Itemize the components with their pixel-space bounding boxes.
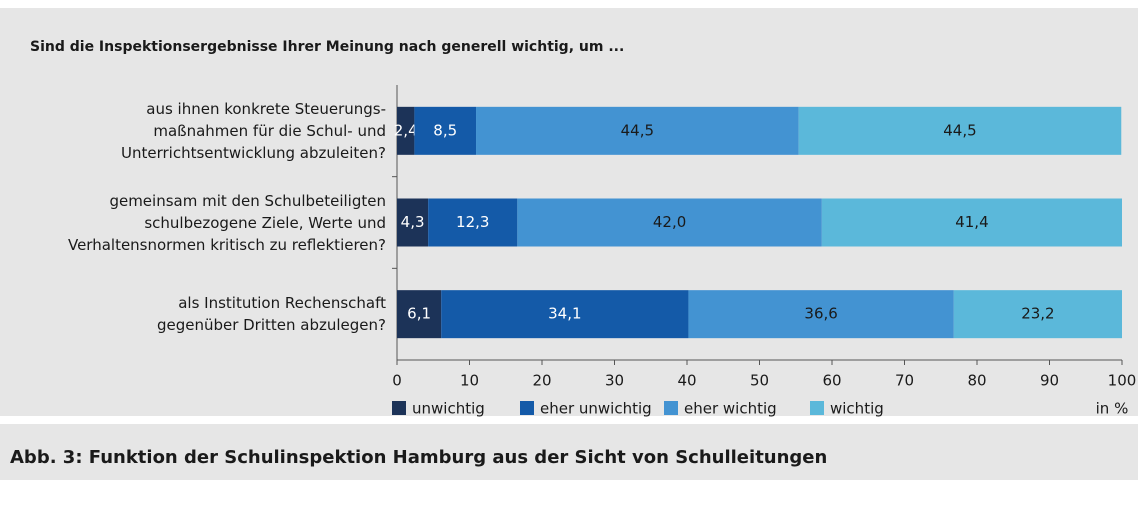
bar-segment	[441, 290, 689, 339]
bar-segment	[798, 106, 1122, 155]
bar-segment	[414, 106, 477, 155]
data-label: 41,4	[955, 213, 988, 231]
bar-segment	[397, 290, 442, 339]
data-label: 8,5	[433, 121, 457, 139]
x-tick-label: 60	[822, 372, 841, 390]
x-tick-label: 70	[895, 372, 914, 390]
bar-segment	[397, 198, 429, 247]
x-tick-label: 100	[1108, 372, 1137, 390]
data-label: 4,3	[401, 213, 425, 231]
y-tick-label: aus ihnen konkrete Steuerungs- maßnahmen…	[121, 99, 386, 162]
y-tick-label: gemeinsam mit den Schulbeteiligten schul…	[67, 191, 386, 254]
x-axis-label: in %	[1096, 400, 1129, 418]
x-tick-label: 10	[460, 372, 479, 390]
data-label: 44,5	[943, 121, 976, 139]
legend-label: eher unwichtig	[540, 400, 652, 418]
x-tick-label: 50	[750, 372, 769, 390]
x-tick-label: 90	[1040, 372, 1059, 390]
legend-label: unwichtig	[412, 400, 485, 418]
x-tick-label: 20	[532, 372, 551, 390]
bar-segment	[953, 290, 1122, 339]
legend-label: wichtig	[830, 400, 884, 418]
data-label: 42,0	[653, 213, 686, 231]
legend-swatch	[664, 401, 678, 415]
data-label: 34,1	[548, 305, 581, 323]
y-tick-label: als Institution Rechenschaft gegenüber D…	[156, 294, 386, 335]
data-label: 6,1	[407, 305, 431, 323]
bar-segment	[428, 198, 518, 247]
data-label: 36,6	[804, 305, 837, 323]
bar-segment	[397, 106, 415, 155]
x-tick-label: 80	[967, 372, 986, 390]
data-label: 12,3	[456, 213, 489, 231]
data-label: 44,5	[621, 121, 654, 139]
chart-title: Sind die Inspektionsergebnisse Ihrer Mei…	[30, 39, 624, 55]
legend-label: eher wichtig	[684, 400, 777, 418]
data-label: 23,2	[1021, 305, 1054, 323]
x-tick-label: 30	[605, 372, 624, 390]
bar-segment	[821, 198, 1122, 247]
legend-swatch	[810, 401, 824, 415]
legend-swatch	[392, 401, 406, 415]
caption: Abb. 3: Funktion der Schulinspektion Ham…	[10, 447, 827, 468]
bar-segment	[688, 290, 954, 339]
caption-panel	[0, 424, 1138, 480]
data-label: 2,4	[394, 121, 418, 139]
bar-segment	[517, 198, 822, 247]
x-tick-label: 0	[392, 372, 402, 390]
x-tick-label: 40	[677, 372, 696, 390]
bar-segment	[476, 106, 799, 155]
legend-swatch	[520, 401, 534, 415]
